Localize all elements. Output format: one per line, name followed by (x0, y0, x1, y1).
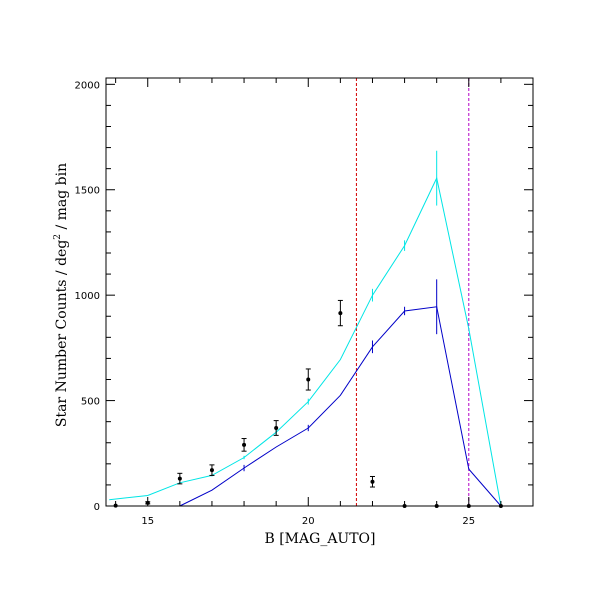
y-axis-title-superscript: 2 (53, 234, 63, 240)
x-tick-label: 25 (462, 516, 475, 527)
y-tick-label: 2000 (75, 80, 100, 91)
x-axis-title: B [MAG_AUTO] (264, 531, 375, 547)
y-tick-label: 0 (94, 502, 100, 513)
y-tick-label: 500 (81, 397, 100, 408)
series-line-1 (109, 176, 502, 507)
data-point (242, 442, 247, 447)
model-series (109, 150, 502, 507)
observed-points (113, 299, 503, 508)
y-axis-title-tail: / mag bin (54, 163, 70, 234)
data-point (338, 311, 343, 316)
data-point (306, 377, 311, 382)
y-tick-label: 1000 (75, 291, 100, 302)
plot-frame (105, 77, 534, 507)
data-point (274, 425, 279, 430)
x-tick-label: 15 (141, 516, 154, 527)
x-tick-label: 20 (302, 516, 315, 527)
data-point (177, 476, 182, 481)
data-point (370, 479, 375, 484)
y-axis-title-main: Star Number Counts / deg (54, 240, 70, 427)
series-line-2 (179, 306, 502, 507)
y-tick-label: 1500 (75, 186, 100, 197)
data-point (209, 468, 214, 473)
y-axis-title: Star Number Counts / deg2 / mag bin (53, 163, 70, 427)
axes: 15 20 25 0 500 1000 1500 2000 (75, 77, 534, 527)
vertical-reference-lines (355, 78, 470, 506)
